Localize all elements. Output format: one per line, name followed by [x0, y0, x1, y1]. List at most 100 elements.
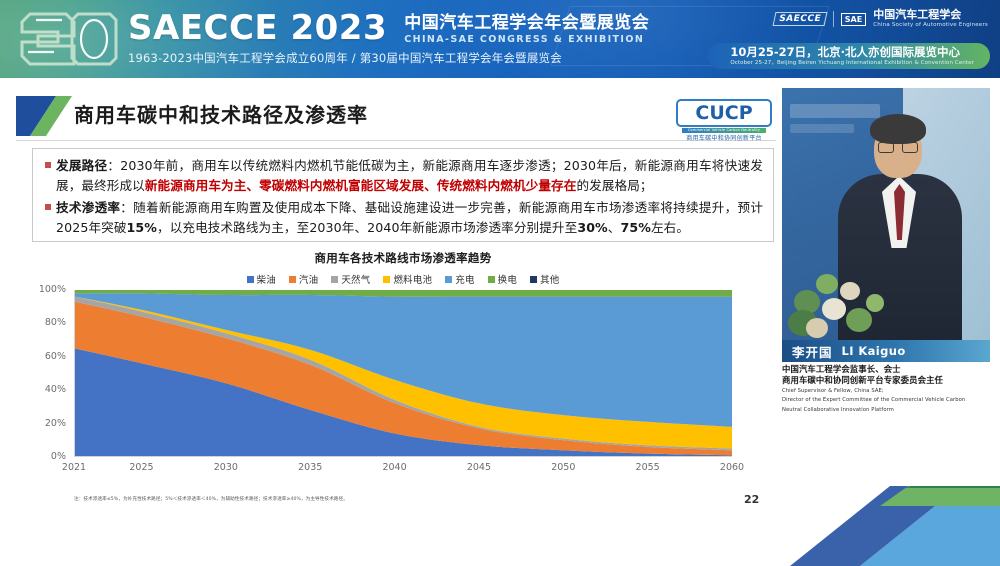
y-axis-tick-label: 100% — [38, 284, 66, 295]
bullet-segment: 、 — [607, 220, 621, 235]
bullet-text-0: 发展路径：2030年前，商用车以传统燃料内燃机节能低碳为主，新能源商用车逐步渗透… — [56, 156, 763, 196]
slide-title-row: 商用车碳中和技术路径及渗透率 — [16, 96, 776, 140]
chart-footnote: 注：技术渗透率≤5%，为补充性技术路径；5%＜技术渗透率＜40%，为辅助性技术路… — [74, 497, 348, 502]
legend-swatch-icon — [288, 275, 296, 283]
area-series-燃料电池 — [75, 296, 732, 449]
bullet-segment: ：2030年前，商用车以传统燃料内燃机节能低碳为主，新能源商用车逐步渗透；203… — [56, 158, 764, 193]
x-axis-tick-label: 2050 — [551, 462, 576, 473]
cucp-logo: CUCP Commercial Vehicle Carbon Neutralit… — [672, 97, 776, 142]
photo-person-glasses — [878, 142, 918, 153]
bullet-item: 技术渗透率：随着新能源商用车购置及使用成本下降、基础设施建设进一步完善，新能源商… — [41, 198, 763, 238]
bullet-square-icon — [45, 162, 51, 168]
bullet-item: 发展路径：2030年前，商用车以传统燃料内燃机节能低碳为主，新能源商用车逐步渗透… — [41, 156, 763, 196]
area-series-汽油 — [75, 301, 732, 456]
saecce-badge: SAECCE — [772, 12, 828, 26]
organizer-name-cn: 中国汽车工程学会 — [873, 8, 962, 21]
speaker-bio-en-2: Director of the Expert Committee of the … — [782, 397, 966, 404]
legend-label: 天然气 — [341, 275, 371, 286]
title-divider — [16, 140, 776, 141]
title-chevron-decoration — [16, 96, 72, 136]
cucp-logo-frame — [676, 99, 772, 127]
legend-label: 其他 — [540, 275, 560, 286]
legend-swatch-icon — [331, 275, 339, 283]
bullet-segment: ：随着新能源商用车购置及使用成本下降、基础设施建设进一步完善，新能源商用车市场渗… — [56, 200, 764, 235]
bottom-decoration — [0, 486, 1000, 566]
x-axis-tick-label: 2060 — [719, 462, 745, 473]
cucp-bar-en: Commercial Vehicle Carbon Neutrality Pla… — [687, 128, 761, 137]
legend-label: 充电 — [455, 275, 475, 286]
chart-title: 商用车各技术路线市场渗透率趋势 — [314, 251, 492, 265]
area-series-柴油 — [75, 348, 732, 456]
legend-swatch-icon — [445, 275, 453, 283]
area-series-充电 — [75, 293, 732, 427]
summary-textbox: 发展路径：2030年前，商用车以传统燃料内燃机节能低碳为主，新能源商用车逐步渗透… — [32, 148, 774, 242]
y-axis-tick-label: 20% — [44, 417, 66, 429]
event-date-pill: 10月25-27日，北京·北人亦创国际展览中心 October 25-27，Be… — [708, 43, 990, 69]
banner-title-group: SAECCE 2023 中国汽车工程学会年会暨展览会 CHINA-SAE CON… — [128, 8, 649, 48]
x-axis-tick-label: 2055 — [635, 462, 660, 473]
y-axis-tick-label: 0% — [50, 451, 66, 462]
bullet-segment: 15% — [126, 220, 157, 235]
banner-title-en: CHINA-SAE CONGRESS & EXHIBITION — [404, 34, 645, 45]
y-axis-tick-label: 80% — [44, 317, 66, 329]
legend-label: 燃料电池 — [393, 275, 433, 286]
legend-item-1[interactable]: 汽油 — [288, 272, 319, 286]
banner-title-cn: 中国汽车工程学会年会暨展览会 — [404, 13, 650, 33]
organizer-name-en: China Society of Automotive Engineers — [873, 22, 988, 28]
legend-item-0[interactable]: 柴油 — [246, 272, 276, 286]
legend-swatch-icon — [487, 275, 495, 283]
bullet-label: 发展路径 — [56, 158, 108, 173]
speaker-bio-en-1: Chief Supervisor & Fellow, China SAE; — [782, 388, 884, 394]
x-axis-tick-label: 2035 — [298, 462, 323, 473]
event-date-cn: 10月25-27日，北京·北人亦创国际展览中心 — [730, 44, 960, 59]
x-axis-tick-label: 2040 — [382, 462, 407, 473]
photo-banner-text-block — [790, 124, 854, 133]
speaker-photo-image — [782, 88, 990, 340]
speaker-photo — [782, 88, 990, 340]
bullet-segment: 75% — [620, 220, 651, 235]
cucp-logo-text: CUCP — [695, 102, 753, 124]
legend-swatch-icon — [530, 275, 538, 283]
bullet-text-1: 技术渗透率：随着新能源商用车购置及使用成本下降、基础设施建设进一步完善，新能源商… — [56, 198, 763, 238]
bullet-segment: 新能源商用车为主、零碳燃料内燃机富能区域发展、传统燃料内燃机少量存在 — [144, 178, 577, 193]
chart-plot: 0% 20% 40% 60% 80% 100% 2021 2025 2030 2035 2040 20… — [32, 285, 774, 476]
photo-banner-text-block — [790, 104, 880, 118]
speaker-bio-en-3: Neutral Collaborative Innovation Platfor… — [782, 406, 894, 413]
chart-plot-area — [74, 290, 732, 457]
speaker-name-en: LI Kaiguo — [841, 344, 906, 358]
photo-flower-arrangement — [788, 264, 892, 340]
event-date-en: October 25-27，Beijing Beiren Yichuang In… — [730, 59, 974, 66]
x-axis-tick-label: 2045 — [466, 462, 492, 473]
y-axis-tick-label: 40% — [44, 384, 66, 396]
x-axis-tick-label: 2021 — [61, 462, 87, 473]
speaker-bio: 中国汽车工程学会监事长、会士 商用车碳中和协同创新平台专家委员会主任 Chief… — [782, 364, 992, 414]
area-series-换电 — [75, 290, 732, 297]
photo-person-tie — [894, 184, 905, 240]
bullet-segment: 30% — [577, 220, 608, 235]
area-series-天然气 — [75, 296, 732, 451]
brand-name: SAECCE 2023 — [128, 8, 388, 48]
page-number: 22 — [744, 493, 760, 506]
legend-label: 汽油 — [298, 275, 319, 286]
bullet-segment: 的发展格局； — [576, 178, 653, 193]
bullet-label: 技术渗透率 — [56, 200, 121, 215]
page-title: 商用车碳中和技术路径及渗透率 — [74, 103, 368, 127]
legend-item-3[interactable]: 燃料电池 — [383, 272, 432, 286]
legend-item-5[interactable]: 换电 — [487, 272, 518, 286]
cucp-logo-bar: Commercial Vehicle Carbon Neutrality Pla… — [682, 128, 766, 137]
x-axis-tick-label: 2030 — [213, 462, 238, 473]
chart-legend: 柴油 汽油 天然气 燃料电池 充电 换电 其他 — [32, 272, 774, 286]
legend-item-2[interactable]: 天然气 — [331, 272, 370, 286]
speaker-name-bar: 李开国 LI Kaiguo — [782, 340, 990, 362]
legend-swatch-icon — [383, 275, 391, 283]
x-axis-tick-label: 2025 — [129, 462, 154, 473]
bullet-segment: 左右。 — [650, 220, 690, 235]
cucp-logo-cn: 商用车碳中和协同创新平台 — [686, 135, 762, 142]
y-axis-tick-label: 60% — [44, 350, 66, 362]
legend-item-6[interactable]: 其他 — [530, 272, 559, 286]
legend-label: 换电 — [497, 275, 518, 286]
legend-swatch-icon — [246, 275, 254, 283]
bullet-square-icon — [45, 204, 51, 210]
legend-item-4[interactable]: 充电 — [445, 272, 474, 286]
